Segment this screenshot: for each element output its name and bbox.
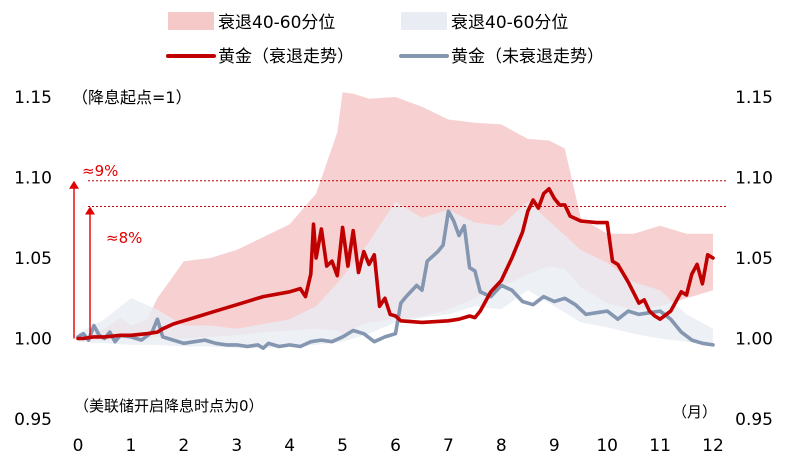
- reference-lines-layer: [88, 180, 727, 207]
- y-tick-label-left: 1.15: [14, 88, 52, 108]
- legend-label-2: 黄金（衰退走势）: [218, 47, 354, 67]
- x-tick-label: 9: [549, 436, 560, 456]
- x-tick-label: 11: [649, 436, 671, 456]
- y-tick-label-right: 1.15: [735, 88, 773, 108]
- x-tick-label: 1: [126, 436, 137, 456]
- x-tick-label: 7: [443, 436, 454, 456]
- y-tick-label-right: 0.95: [735, 410, 773, 430]
- legend-label-1: 衰退40-60分位: [451, 13, 568, 33]
- annotation-arrowhead-0: [69, 180, 79, 189]
- x-tick-label: 0: [73, 436, 84, 456]
- x-tick-label: 3: [231, 436, 242, 456]
- axes-layer: 0 1 2 3 4 5 6 7 8 9 10 11 120.951.001.051.101.150.95…: [14, 88, 773, 456]
- x-unit-label: （月）: [672, 403, 717, 421]
- note-top-left: （降息起点=1）: [72, 88, 192, 107]
- x-tick-label: 5: [337, 436, 348, 456]
- y-tick-label-left: 1.00: [14, 330, 52, 350]
- x-tick-label: 2: [178, 436, 189, 456]
- series-line-0: [76, 187, 715, 341]
- legend-label-3: 黄金（未衰退走势）: [451, 47, 604, 67]
- y-tick-label-left: 1.05: [14, 249, 52, 269]
- x-tick-label: 4: [284, 436, 295, 456]
- annotation-arrowhead-1: [85, 206, 95, 215]
- bands-layer: [78, 92, 713, 349]
- x-tick-label: 10: [596, 436, 618, 456]
- legend-swatch-band-0: [168, 12, 214, 30]
- band-1: [78, 201, 713, 349]
- y-tick-label-right: 1.10: [735, 169, 773, 189]
- y-tick-label-left: 1.10: [14, 169, 52, 189]
- note-bottom-left: （美联储开启降息时点为0）: [74, 397, 264, 415]
- annotation-label-0: ≈9%: [82, 162, 118, 180]
- legend-label-0: 衰退40-60分位: [218, 13, 335, 33]
- x-tick-label: 8: [496, 436, 507, 456]
- legend-swatch-band-1: [401, 12, 447, 30]
- y-tick-label-right: 1.05: [735, 249, 773, 269]
- y-tick-label-left: 0.95: [14, 410, 52, 430]
- x-tick-label: 12: [702, 436, 724, 456]
- series-layer: [76, 187, 715, 351]
- annotations-layer: ≈9% ≈8%: [69, 162, 142, 339]
- y-tick-label-right: 1.00: [735, 330, 773, 350]
- annotation-label-1: ≈8%: [106, 229, 142, 247]
- series-line-1: [76, 209, 715, 351]
- x-tick-label: 6: [390, 436, 401, 456]
